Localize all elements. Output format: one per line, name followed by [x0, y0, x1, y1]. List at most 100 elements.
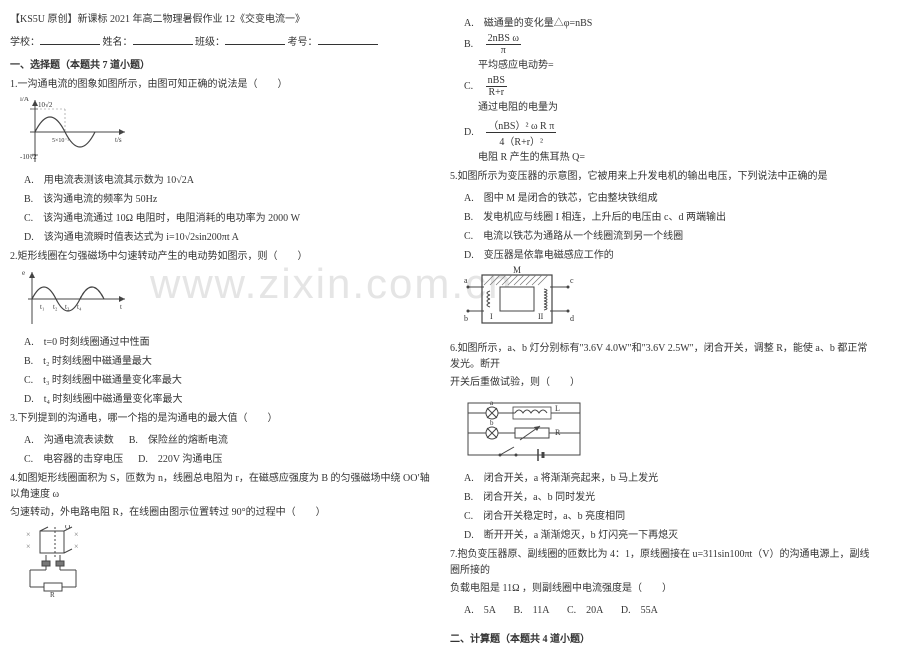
q4-stem-a: 4.如图矩形线圈面积为 S，匝数为 n，线圈总电阻为 r，在磁感应强度为 B 的…	[10, 471, 430, 503]
q4-optB-prefix: B.	[464, 39, 483, 50]
q2-optD: D. t₄ 时刻线圈中磁通量变化率最大	[24, 390, 430, 405]
q2-stem: 2.矩形线圈在匀强磁场中匀速转动产生的电动势如图示，则（ ）	[10, 249, 430, 265]
q4-optD: D. （nBS）² ω R π 4（R+r）² 电阻 R 产生的焦耳热 Q=	[464, 117, 870, 163]
q6-optD: D. 断开开关，a 渐渐熄灭，b 灯闪亮一下再熄灭	[464, 526, 870, 541]
q4-optB-frac: 2nBS ω π	[486, 33, 521, 56]
student-info-line: 学校： 姓名： 班级： 考号：	[10, 33, 430, 48]
q2-optC: C. t₃ 时刻线圈中磁通量变化率最大	[24, 371, 430, 386]
fig5-c: c	[570, 276, 574, 285]
examno-blank[interactable]	[318, 34, 378, 45]
section2-heading: 二、计算题（本题共 4 道小题）	[450, 630, 870, 645]
q7-stem-b: 负载电阻是 11Ω ，则副线圈中电流强度是（ ）	[450, 581, 870, 597]
school-label: 学校：	[10, 37, 40, 48]
q5-figure: a b c d I II M	[460, 265, 870, 335]
fig4-O: O	[65, 525, 70, 531]
school-blank[interactable]	[40, 34, 100, 45]
q4-optC-prefix: C.	[464, 81, 483, 92]
q2-optB: B. t₂ 时刻线圈中磁通量最大	[24, 352, 430, 367]
q1-optC: C. 该沟通电流通过 10Ω 电阻时，电阻消耗的电功率为 2000 W	[24, 209, 430, 224]
svg-text:×: ×	[26, 530, 31, 539]
q3-row2: C. 电容器的击穿电压 D. 220V 沟通电压	[24, 450, 430, 465]
fig5-a: a	[464, 276, 468, 285]
q4-optC-label: 通过电阻的电量为	[478, 102, 558, 113]
q4-optD-label: 电阻 R 产生的焦耳热 Q=	[478, 152, 585, 163]
fig1-tick: 5×10⁻³	[52, 138, 70, 144]
q2-figure: e t t₁ t₂ t₃ t₄	[20, 269, 430, 329]
left-column: 【KS5U 原创】新课标 2021 年高二物理暑假作业 12《交变电流一》 学校…	[0, 0, 440, 661]
q4-optB-num: 2nBS ω	[486, 33, 521, 45]
fig4-R: R	[50, 591, 55, 599]
q7-optA: A. 5A	[464, 605, 496, 616]
class-label: 班级：	[195, 37, 225, 48]
q4-optB: B. 2nBS ω π 平均感应电动势=	[464, 33, 870, 71]
q4-optD-prefix: D.	[464, 127, 484, 138]
q1-optB: B. 该沟通电流的频率为 50Hz	[24, 190, 430, 205]
fig5-d: d	[570, 314, 574, 323]
q7-optC: C. 20A	[567, 605, 603, 616]
q6-figure: a L b R	[460, 395, 870, 465]
q1-optA: A. 用电流表测该电流其示数为 10√2A	[24, 171, 430, 186]
q1-stem: 1.一沟通电流的图象如图所示，由图可知正确的说法是（ ）	[10, 77, 430, 93]
svg-text:×: ×	[74, 530, 79, 539]
fig5-II: II	[538, 312, 544, 321]
svg-text:×: ×	[26, 542, 31, 551]
fig2-t4: t₄	[77, 303, 82, 311]
q7-optD: D. 55A	[621, 605, 658, 616]
q3-stem: 3.下列提到的沟通电，哪一个指的是沟通电的最大值（ ）	[10, 411, 430, 427]
q5-optC: C. 电流以铁芯为通路从一个线圈流到另一个线圈	[464, 227, 870, 242]
q5-stem: 5.如图所示为变压器的示意图，它被用来上升发电机的输出电压，下列说法中正确的是	[450, 169, 870, 185]
q4-optC-num: nBS	[486, 75, 507, 87]
fig1-ymax: 10√2	[38, 101, 53, 109]
q3-optB: B. 保险丝的熔断电流	[129, 435, 228, 446]
q4-optD-frac: （nBS）² ω R π 4（R+r）²	[486, 117, 556, 148]
fig1-ylabel: i/A	[20, 97, 29, 103]
q7-opts-row: A. 5A B. 11A C. 20A D. 55A	[464, 601, 870, 616]
fig2-xlabel: t	[120, 303, 122, 311]
name-blank[interactable]	[133, 34, 193, 45]
q6-optA: A. 闭合开关，a 将渐渐亮起来，b 马上发光	[464, 469, 870, 484]
q1-figure: i/A t/s -10√2 10√2 5×10⁻³	[20, 97, 430, 167]
q3-row1: A. 沟通电流表读数 B. 保险丝的熔断电流	[24, 431, 430, 446]
q4-optB-label: 平均感应电动势=	[478, 60, 554, 71]
fig2-t3: t₃	[65, 303, 70, 311]
fig6-b: b	[490, 419, 494, 427]
q4-optD-num: （nBS）² ω R π	[486, 117, 556, 133]
right-column: A. 磁通量的变化量△φ=nBS B. 2nBS ω π 平均感应电动势= C.…	[440, 0, 880, 661]
fig2-t2: t₂	[53, 303, 58, 311]
fig6-L: L	[555, 404, 560, 413]
examno-label: 考号：	[288, 37, 318, 48]
fig5-b: b	[464, 314, 468, 323]
q5-optA: A. 图中 M 是闭合的铁芯，它由整块铁组成	[464, 189, 870, 204]
fig1-xlabel: t/s	[115, 136, 122, 144]
fig5-I: I	[490, 312, 493, 321]
q4-optC-frac: nBS R+r	[486, 75, 507, 98]
q4-optA: A. 磁通量的变化量△φ=nBS	[464, 14, 870, 29]
q7-stem-a: 7.抱负变压器原、副线圈的匝数比为 4：1，原线圈接在 u=311sin100π…	[450, 547, 870, 579]
q4-optB-den: π	[486, 45, 521, 56]
q1-optD: D. 该沟通电流瞬时值表达式为 i=10√2sin200πt A	[24, 228, 430, 243]
q4-optC: C. nBS R+r 通过电阻的电量为	[464, 75, 870, 113]
q6-stem-a: 6.如图所示，a、b 灯分别标有"3.6V 4.0W"和"3.6V 2.5W"，…	[450, 341, 870, 373]
q3-optD: D. 220V 沟通电压	[138, 454, 222, 465]
q6-optC: C. 闭合开关稳定时，a、b 亮度相同	[464, 507, 870, 522]
q4-figure: × × × × O R	[20, 525, 430, 600]
fig1-ymin: -10√2	[20, 153, 37, 161]
fig2-ylabel: e	[22, 269, 25, 277]
q7-optB: B. 11A	[513, 605, 549, 616]
q6-stem-b: 开关后重做试验，则（ ）	[450, 375, 870, 391]
q2-optA: A. t=0 时刻线圈通过中性面	[24, 333, 430, 348]
section1-heading: 一、选择题（本题共 7 道小题）	[10, 56, 430, 71]
svg-text:×: ×	[74, 542, 79, 551]
name-label: 姓名：	[103, 37, 133, 48]
q4-optC-den: R+r	[486, 87, 507, 98]
q4-optD-den: 4（R+r）²	[486, 133, 556, 148]
q5-optB: B. 发电机应与线圈 I 相连，上升后的电压由 c、d 两端输出	[464, 208, 870, 223]
q6-optB: B. 闭合开关，a、b 同时发光	[464, 488, 870, 503]
q4-stem-b: 匀速转动，外电路电阻 R，在线圈由图示位置转过 90°的过程中（ ）	[10, 505, 430, 521]
q3-optC: C. 电容器的击穿电压	[24, 454, 123, 465]
source-line: 【KS5U 原创】新课标 2021 年高二物理暑假作业 12《交变电流一》	[10, 10, 430, 25]
q5-optD: D. 变压器是依靠电磁感应工作的	[464, 246, 870, 261]
class-blank[interactable]	[225, 34, 285, 45]
fig5-M: M	[513, 265, 521, 275]
fig2-t1: t₁	[40, 303, 44, 311]
